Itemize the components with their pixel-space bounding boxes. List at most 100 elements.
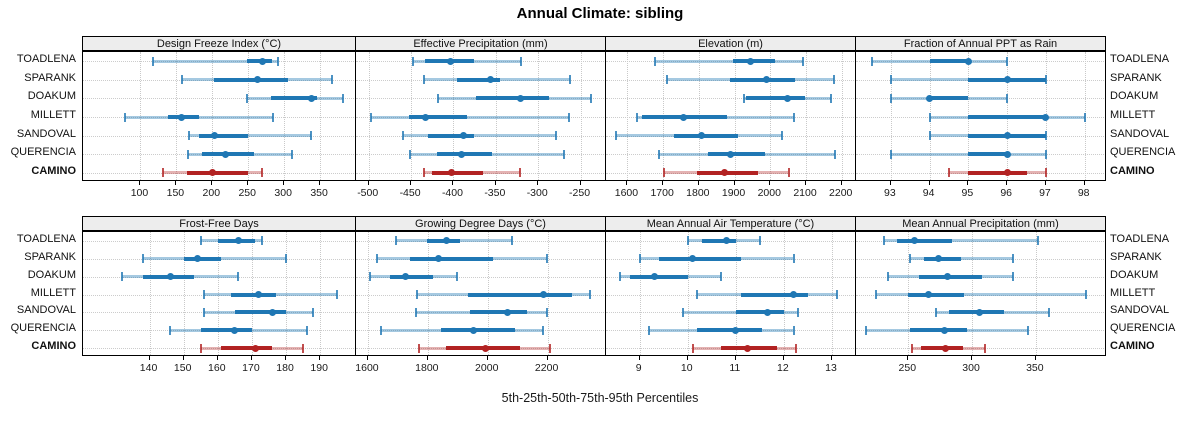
axis-tick [1044,181,1046,185]
row-label-right-camino: CAMINO [1110,164,1155,177]
range-25-75 [740,292,808,297]
panel-strip-0-1: Frost-Free Days [82,216,356,231]
median-dot [402,273,410,281]
range-25-75 [270,96,318,101]
gridline-horizontal [606,294,855,296]
median-dot [208,169,216,177]
axis-tick [928,181,930,185]
range-end-tick [983,343,986,353]
range-end-tick [260,168,263,178]
axis-tick-label: 250 [238,187,256,199]
range-end-tick [342,93,345,103]
axis-tick-label: 1800 [686,187,710,199]
range-end-tick [199,236,202,246]
gridline-vertical [320,232,322,355]
range-end-tick [568,75,571,85]
row-label-right-doakum: DOAKUM [1110,268,1159,281]
range-end-tick [312,307,315,317]
row-label-left-querencia: QUERENCIA [10,146,76,159]
axis-tick [175,181,177,185]
axis-tick [769,181,771,185]
axis-tick [211,181,213,185]
range-end-tick [681,307,684,317]
gridline-horizontal [356,61,605,63]
axis-tick-label: 150 [166,187,185,199]
range-end-tick [380,325,383,335]
range-25-75 [456,77,501,82]
range-end-tick [889,149,892,159]
range-end-tick [336,290,339,299]
range-end-tick [829,93,832,103]
range-end-tick [589,93,592,103]
range-end-tick [833,75,836,85]
gridline-vertical [831,232,833,355]
range-end-tick [1006,93,1009,103]
range-25-75 [432,170,484,175]
range-25-75 [199,133,248,138]
range-end-tick [456,272,459,282]
range-end-tick [414,307,417,317]
median-dot [307,94,315,102]
median-dot [516,94,524,102]
axis-tick-label: 12 [777,362,789,374]
row-label-right-sparank: SPARANK [1110,71,1162,84]
axis-tick-label: 350 [310,187,328,199]
gridline-vertical [183,232,185,355]
row-label-right-toadlena: TOADLENA [1110,53,1170,66]
range-25-75 [968,170,1027,175]
range-end-tick [562,149,565,159]
gridline-vertical [1035,232,1037,355]
axis-tick-label: 98 [1077,187,1090,199]
gridline-horizontal [356,117,605,118]
range-25-75 [702,238,736,243]
axis-tick-label: 150 [173,362,192,374]
range-5-95 [654,59,804,63]
row-label-left-millett: MILLETT [30,286,76,299]
axis-tick [662,181,664,185]
range-25-75 [909,328,967,333]
percentile-caption: 5th-25th-50th-75th-95th Percentiles [501,391,699,405]
range-25-75 [234,310,287,315]
gridline-vertical [212,52,214,180]
range-25-75 [697,328,763,333]
panel-strip-1-1: Growing Degree Days (°C) [355,216,606,231]
row-label-left-sandoval: SANDOVAL [16,127,76,140]
gridline-vertical [806,52,807,180]
range-end-tick [422,168,425,178]
axis-tick-label: 1900 [721,187,746,199]
row-label-left-doakum: DOAKUM [27,90,76,103]
range-end-tick [291,149,294,159]
axis-tick-label: 2000 [475,362,499,374]
gridline-vertical [495,52,497,180]
gridline-vertical [368,52,370,180]
median-dot [790,291,797,298]
median-dot [460,132,468,140]
axis-tick-label: 13 [825,362,837,374]
range-end-tick [911,343,914,353]
axis-tick-label: 1700 [650,187,674,199]
range-end-tick [792,112,795,122]
median-dot [234,237,242,245]
range-end-tick [277,56,280,66]
range-end-tick [395,236,398,246]
range-end-tick [1027,325,1030,335]
range-end-tick [653,56,656,66]
gridline-horizontal [856,98,1105,100]
range-25-75 [408,115,467,119]
range-end-tick [883,236,886,246]
median-dot [1042,113,1050,121]
gridline-horizontal [606,117,855,118]
axis-tick [148,356,150,360]
median-dot [1003,169,1011,177]
median-dot [222,150,230,158]
axis-tick [805,181,806,185]
range-25-75 [729,77,795,82]
range-25-75 [674,133,738,138]
range-end-tick [758,236,761,246]
gridline-horizontal [356,135,605,137]
median-dot [421,113,429,121]
median-dot [747,57,755,65]
gridline-vertical [972,232,974,355]
axis-tick-label: -300 [526,187,548,199]
